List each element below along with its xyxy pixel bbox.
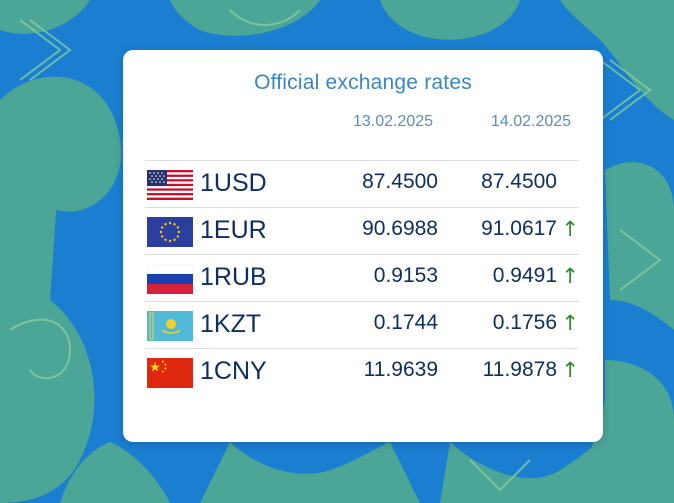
trend-up-arrow-icon: ↑ — [561, 217, 579, 241]
exchange-rates-card: Official exchange rates 13.02.2025 14.02… — [123, 50, 603, 442]
rate-row-usd: 1USD 87.4500 87.4500 — [145, 160, 579, 208]
rate-row-rub: 1RUB 0.9153 0.9491 ↑ — [145, 254, 579, 302]
rate-current: 11.9878 — [482, 358, 557, 381]
rate-previous: 0.1744 — [373, 311, 438, 334]
rate-previous: 11.9639 — [363, 358, 438, 381]
date-current: 14.02.2025 — [491, 113, 572, 130]
rate-current: 0.1756 — [492, 311, 557, 334]
rate-row-eur: 1EUR 90.6988 91.0617 ↑ — [145, 207, 579, 255]
usa-flag-icon — [147, 170, 193, 200]
date-previous: 13.02.2025 — [353, 113, 434, 130]
card-title: Official exchange rates — [254, 71, 472, 94]
eu-flag-icon — [147, 217, 193, 247]
rate-current: 0.9491 — [492, 264, 557, 287]
trend-up-arrow-icon: ↑ — [561, 358, 579, 382]
rate-previous: 87.4500 — [362, 170, 438, 193]
trend-up-arrow-icon: ↑ — [561, 264, 579, 288]
currency-code: 1RUB — [200, 263, 267, 291]
rate-row-cny: 1CNY 11.9639 11.9878 ↑ — [145, 348, 579, 396]
rate-current: 91.0617 — [481, 217, 557, 240]
trend-up-arrow-icon: ↑ — [561, 311, 579, 335]
china-flag-icon — [147, 358, 193, 388]
rate-previous: 0.9153 — [373, 264, 438, 287]
russia-flag-icon — [147, 264, 193, 294]
rate-current: 87.4500 — [481, 170, 557, 193]
rate-previous: 90.6988 — [362, 217, 438, 240]
currency-code: 1KZT — [200, 310, 262, 338]
currency-code: 1USD — [200, 169, 267, 197]
rate-row-kzt: 1KZT 0.1744 0.1756 ↑ — [145, 301, 579, 349]
currency-code: 1EUR — [200, 216, 267, 244]
kazakhstan-flag-icon — [147, 311, 193, 341]
currency-code: 1CNY — [200, 357, 267, 385]
